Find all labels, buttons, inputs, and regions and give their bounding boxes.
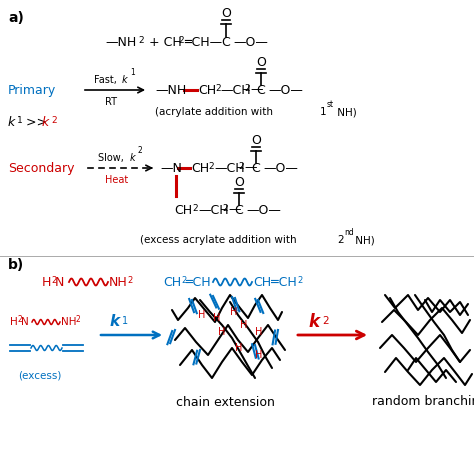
- Text: 2: 2: [138, 36, 144, 45]
- Text: Secondary: Secondary: [8, 162, 74, 174]
- Text: k: k: [308, 313, 319, 331]
- Text: (excess acrylate addition with: (excess acrylate addition with: [140, 235, 300, 245]
- Text: CH═CH: CH═CH: [253, 275, 297, 289]
- Text: O: O: [251, 134, 261, 146]
- Text: k: k: [8, 116, 15, 128]
- Text: H: H: [235, 343, 242, 353]
- Text: CH: CH: [191, 162, 209, 174]
- Text: Heat: Heat: [105, 175, 128, 185]
- Text: k: k: [130, 153, 136, 163]
- Text: H: H: [218, 327, 225, 337]
- Text: O: O: [221, 7, 231, 19]
- Text: NH): NH): [352, 235, 375, 245]
- Text: H: H: [255, 350, 263, 360]
- Text: (acrylate addition with: (acrylate addition with: [155, 107, 276, 117]
- Text: Slow,: Slow,: [98, 153, 127, 163]
- Text: —O—: —O—: [268, 83, 303, 97]
- Text: 2: 2: [337, 235, 344, 245]
- Text: ═CH—: ═CH—: [184, 36, 222, 48]
- Text: —NH: —NH: [155, 83, 186, 97]
- Text: H: H: [213, 313, 220, 323]
- Text: —CH: —CH: [198, 203, 228, 217]
- Text: —O—: —O—: [246, 203, 281, 217]
- Text: —O—: —O—: [263, 162, 298, 174]
- Text: nd: nd: [344, 228, 354, 237]
- Text: Fast,: Fast,: [94, 75, 120, 85]
- Text: H: H: [255, 327, 263, 337]
- Text: C: C: [235, 203, 243, 217]
- Text: 2: 2: [297, 276, 302, 285]
- Text: b): b): [8, 258, 24, 272]
- Text: st: st: [327, 100, 334, 109]
- Text: N: N: [55, 275, 64, 289]
- Text: NH: NH: [109, 275, 128, 289]
- Text: a): a): [8, 11, 24, 25]
- Text: 1: 1: [17, 116, 23, 125]
- Text: k: k: [110, 315, 120, 329]
- Text: 2: 2: [192, 204, 198, 213]
- Text: C: C: [252, 162, 260, 174]
- Text: H: H: [10, 317, 18, 327]
- Text: Primary: Primary: [8, 83, 56, 97]
- Text: ═CH: ═CH: [185, 275, 210, 289]
- Text: —CH: —CH: [214, 162, 245, 174]
- Text: 2: 2: [208, 162, 214, 171]
- Text: chain extension: chain extension: [175, 395, 274, 409]
- Text: —: —: [250, 83, 263, 97]
- Text: + CH: + CH: [145, 36, 182, 48]
- Text: 2: 2: [76, 316, 81, 325]
- Text: k: k: [42, 116, 49, 128]
- Text: —NH: —NH: [105, 36, 136, 48]
- Text: 2: 2: [138, 146, 143, 155]
- Text: CH: CH: [198, 83, 216, 97]
- Text: RT: RT: [105, 97, 117, 107]
- Text: 2: 2: [51, 116, 56, 125]
- Text: 2: 2: [127, 276, 132, 285]
- Text: —: —: [244, 162, 256, 174]
- Text: N: N: [21, 317, 29, 327]
- Text: (excess): (excess): [18, 370, 61, 380]
- Text: NH): NH): [334, 107, 357, 117]
- Text: random branching: random branching: [372, 395, 474, 409]
- Text: 2: 2: [215, 84, 220, 93]
- Text: 2: 2: [51, 276, 56, 285]
- Text: H: H: [240, 320, 247, 330]
- Text: k: k: [122, 75, 128, 85]
- Text: 2: 2: [322, 316, 328, 326]
- Text: H: H: [230, 307, 237, 317]
- Text: 2: 2: [244, 84, 250, 93]
- Text: —CH: —CH: [220, 83, 251, 97]
- Text: O: O: [234, 175, 244, 189]
- Text: —: —: [228, 203, 240, 217]
- Text: H: H: [42, 275, 51, 289]
- Text: NH: NH: [61, 317, 76, 327]
- Text: 2: 2: [181, 276, 186, 285]
- Text: >>: >>: [22, 116, 51, 128]
- Text: C: C: [256, 83, 265, 97]
- Text: C: C: [222, 36, 230, 48]
- Text: 2: 2: [222, 204, 228, 213]
- Text: —O—: —O—: [233, 36, 268, 48]
- Text: 1: 1: [122, 316, 128, 326]
- Text: 2: 2: [18, 316, 23, 325]
- Text: O: O: [256, 55, 266, 69]
- Text: H: H: [198, 310, 205, 320]
- Text: 1: 1: [130, 68, 135, 77]
- Text: 1: 1: [320, 107, 327, 117]
- Text: —N: —N: [160, 162, 182, 174]
- Text: CH: CH: [174, 203, 192, 217]
- Text: CH: CH: [163, 275, 181, 289]
- Text: 2: 2: [178, 36, 183, 45]
- Text: 2: 2: [238, 162, 244, 171]
